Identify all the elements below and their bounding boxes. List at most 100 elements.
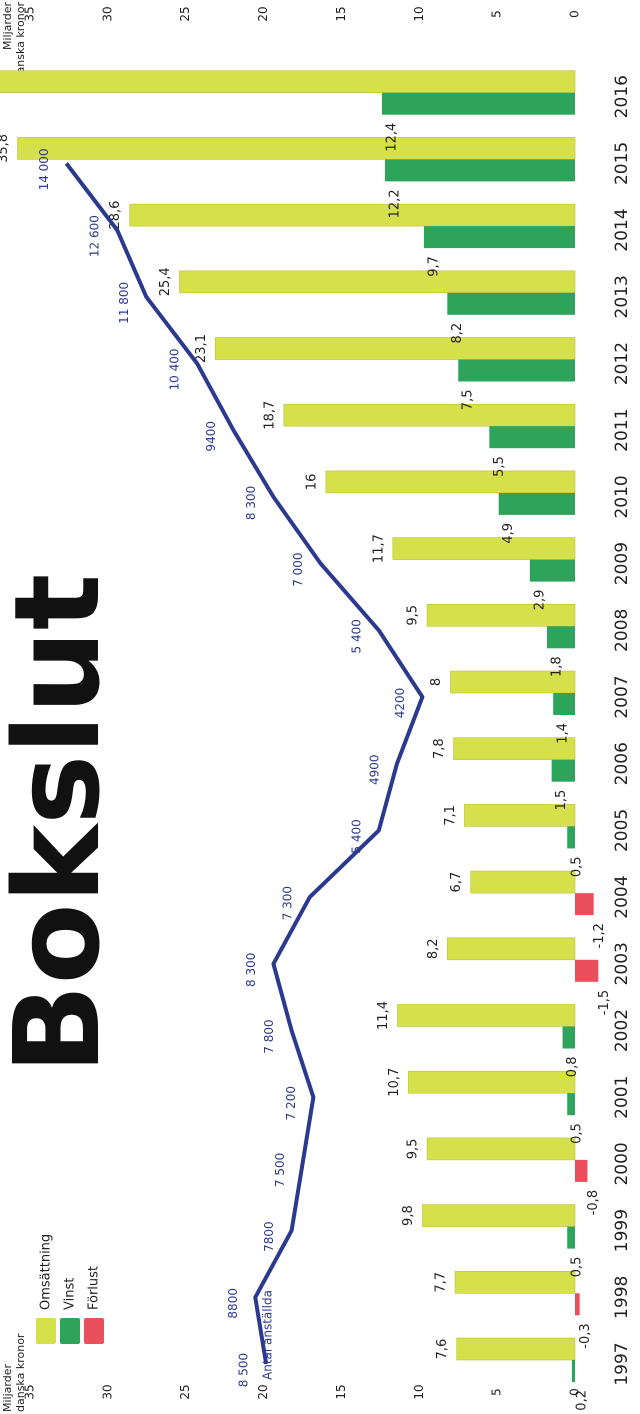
line-label: 8 500 bbox=[237, 1353, 251, 1387]
bar bbox=[499, 493, 575, 515]
value-label: 0,2 bbox=[574, 1390, 589, 1411]
value-label: 0,5 bbox=[570, 1123, 585, 1144]
value-label: 5,5 bbox=[492, 456, 507, 477]
value-label: 7,8 bbox=[432, 738, 447, 759]
value-label: 7,7 bbox=[434, 1272, 449, 1293]
line-label: 4200 bbox=[393, 688, 407, 719]
x-tick-label: 2003 bbox=[612, 942, 632, 985]
value-label: -1,5 bbox=[597, 990, 612, 1015]
x-tick-label: 2007 bbox=[612, 675, 632, 718]
value-label: 16 bbox=[304, 474, 319, 491]
value-label: 18,7 bbox=[262, 401, 277, 430]
bar bbox=[130, 204, 575, 226]
line-label: 8 300 bbox=[244, 953, 258, 987]
axis-title: Miljarder bbox=[1, 1364, 14, 1412]
axis-title: Miljarder bbox=[1, 2, 14, 50]
value-label: 9,5 bbox=[406, 605, 421, 626]
value-label: -0,3 bbox=[578, 1323, 593, 1348]
value-label: 8,2 bbox=[426, 938, 441, 959]
line-label: 7 000 bbox=[291, 552, 305, 586]
y-tick-label: 35 bbox=[23, 6, 37, 21]
line-label: 7800 bbox=[262, 1221, 276, 1252]
x-tick-label: 1997 bbox=[612, 1342, 632, 1385]
bar bbox=[567, 1227, 575, 1249]
value-label: -0,8 bbox=[586, 1190, 601, 1215]
legend-label: Vinst bbox=[63, 1278, 78, 1310]
line-name: Antal anställda bbox=[261, 1290, 275, 1380]
bar bbox=[215, 338, 575, 360]
value-label: 7,5 bbox=[461, 390, 476, 411]
y-tick-label: 5 bbox=[490, 1388, 504, 1396]
bar bbox=[575, 1160, 587, 1182]
line-label: 10 400 bbox=[168, 349, 182, 391]
chart-title: Bokslut bbox=[0, 574, 126, 1075]
y-tick-label: 15 bbox=[334, 6, 348, 21]
legend-swatch bbox=[84, 1318, 104, 1344]
value-label: 0,5 bbox=[570, 856, 585, 877]
value-label: 12,4 bbox=[384, 123, 399, 152]
value-label: 1,4 bbox=[556, 723, 571, 744]
chart: Bokslut Miljarder danska kronor Miljarde… bbox=[0, 0, 640, 1414]
bar bbox=[397, 1005, 575, 1027]
x-tick-label: 1999 bbox=[612, 1209, 632, 1252]
bar bbox=[284, 404, 575, 426]
y-tick-label: 10 bbox=[412, 1384, 426, 1399]
bar bbox=[489, 426, 575, 448]
bar bbox=[422, 1205, 575, 1227]
bar bbox=[385, 159, 575, 181]
value-label: 8 bbox=[429, 678, 444, 686]
y-tick-label: 20 bbox=[256, 6, 270, 21]
value-label: -1,2 bbox=[592, 923, 607, 948]
y-tick-label: 30 bbox=[100, 6, 114, 21]
bar bbox=[447, 293, 575, 315]
bar bbox=[567, 826, 575, 848]
value-label: 7,6 bbox=[435, 1339, 450, 1360]
bar bbox=[179, 271, 575, 293]
line-label: 7 500 bbox=[273, 1153, 287, 1187]
x-tick-label: 2016 bbox=[612, 75, 632, 118]
bar bbox=[575, 1293, 580, 1315]
value-label: 11,4 bbox=[376, 1001, 391, 1030]
bar bbox=[547, 626, 575, 648]
x-tick-label: 2013 bbox=[612, 275, 632, 318]
x-tick-label: 2005 bbox=[612, 809, 632, 852]
bar bbox=[575, 960, 598, 982]
legend-label: Omsättning bbox=[39, 1234, 54, 1310]
line-label: 11 800 bbox=[117, 282, 131, 324]
value-label: 4,9 bbox=[501, 523, 516, 544]
y-tick-label: 10 bbox=[412, 6, 426, 21]
bar bbox=[427, 1138, 575, 1160]
line-label: 8800 bbox=[226, 1288, 240, 1319]
line-label: 5 400 bbox=[349, 619, 363, 653]
value-label: 12,2 bbox=[388, 189, 403, 218]
value-label: 11,7 bbox=[371, 534, 386, 563]
bar bbox=[455, 1271, 575, 1293]
value-label: 2,9 bbox=[532, 590, 547, 611]
value-label: 1,8 bbox=[549, 656, 564, 677]
bar bbox=[427, 604, 575, 626]
line-label: 9400 bbox=[204, 421, 218, 452]
y-tick-label: 20 bbox=[256, 1384, 270, 1399]
bar bbox=[18, 137, 575, 159]
value-label: 25,4 bbox=[158, 267, 173, 296]
bar bbox=[530, 560, 575, 582]
x-tick-label: 2002 bbox=[612, 1009, 632, 1052]
bar bbox=[382, 93, 575, 115]
y-tick-label: 15 bbox=[334, 1384, 348, 1399]
x-tick-label: 2015 bbox=[612, 142, 632, 185]
bar bbox=[0, 71, 575, 93]
x-tick-label: 2009 bbox=[612, 542, 632, 585]
bar bbox=[552, 760, 575, 782]
x-tick-label: 2004 bbox=[612, 875, 632, 918]
bar bbox=[572, 1360, 575, 1382]
x-tick-label: 2014 bbox=[612, 208, 632, 251]
value-label: 9,7 bbox=[426, 256, 441, 277]
line-label: 14 000 bbox=[37, 148, 51, 190]
x-tick-label: 2000 bbox=[612, 1142, 632, 1185]
value-label: 0,8 bbox=[565, 1057, 580, 1078]
legend-swatch bbox=[36, 1318, 56, 1344]
value-label: 23,1 bbox=[194, 334, 209, 363]
bar bbox=[471, 871, 575, 893]
value-label: 1,5 bbox=[554, 790, 569, 811]
x-tick-label: 2011 bbox=[612, 409, 632, 452]
